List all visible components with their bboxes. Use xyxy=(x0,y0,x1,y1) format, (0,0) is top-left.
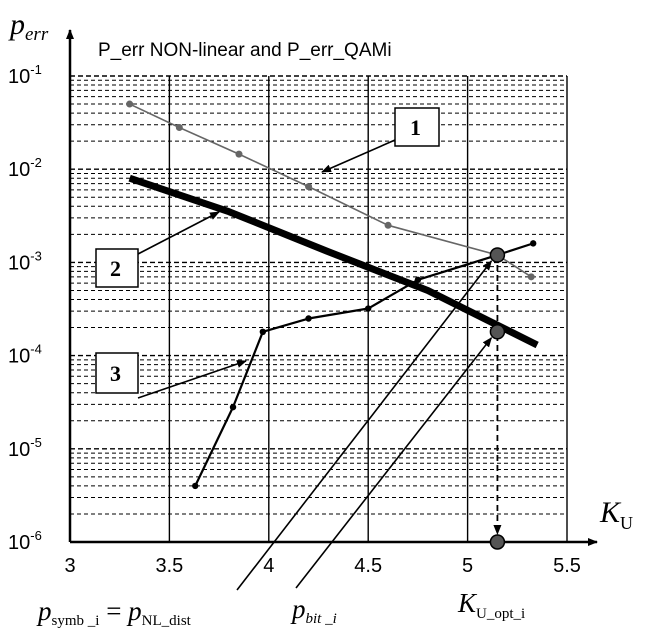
p-nl-sub: NL_dist xyxy=(142,613,192,629)
p-bit-arrow xyxy=(295,337,493,589)
callout-1-arrow xyxy=(321,139,396,173)
highlight-point xyxy=(489,324,506,340)
p-nl-base: p xyxy=(126,596,142,626)
y-axis-label-sub: err xyxy=(25,24,49,45)
chart-title: P_err NON-linear and P_err_QAMi xyxy=(98,40,392,61)
p-symb-sub: symb _i xyxy=(52,613,100,629)
series-3-point xyxy=(414,276,422,284)
k-opt-sub: U_opt_i xyxy=(476,606,525,622)
callout-2-label: 2 xyxy=(110,256,121,281)
axes: 3 3.5 4 4.5 5 5.5 10-1 10-2 10-3 10-4 10-5 10-6 xyxy=(8,29,598,577)
x-axis-label-sub: U xyxy=(620,513,633,533)
y-tick-label: 10-4 xyxy=(8,342,42,368)
x-tick-label: 4 xyxy=(263,555,274,577)
series-1-point xyxy=(175,124,183,132)
callout-2: 2 xyxy=(95,248,139,288)
k-opt-base: K xyxy=(457,588,478,618)
y-axis-label: perr xyxy=(8,8,49,45)
callout-3-label: 3 xyxy=(110,361,121,386)
p-bit-sub: bit _i xyxy=(306,611,337,627)
y-tick-label: 10-2 xyxy=(8,155,42,181)
y-tick-label: 10-5 xyxy=(8,435,42,461)
callout-1: 1 xyxy=(394,107,440,147)
p-symb-label: psymb _i = pNL_dist xyxy=(36,596,192,629)
series-1-point xyxy=(235,150,243,158)
p-bit-label: pbit _i xyxy=(290,594,337,627)
highlight-point xyxy=(489,247,506,263)
series-3-point xyxy=(305,315,312,322)
callout-1-label: 1 xyxy=(410,115,421,140)
x-axis-label-base: K xyxy=(599,496,622,529)
highlight-point xyxy=(489,534,506,550)
series-3-point xyxy=(259,328,267,336)
callout-2-arrow xyxy=(137,211,220,255)
series-1-point xyxy=(126,100,134,108)
series-1-point xyxy=(384,221,392,229)
k-opt-label: KU_opt_i xyxy=(457,588,525,622)
series-3-point xyxy=(365,305,372,312)
y-tick-label: 10-3 xyxy=(8,248,42,274)
grid-lines xyxy=(70,75,568,543)
x-tick-label: 3.5 xyxy=(155,555,183,577)
p-symb-eq: = xyxy=(99,596,128,626)
x-tick-label: 3 xyxy=(64,555,75,577)
series-3-point xyxy=(192,482,199,490)
y-tick-label: 10-1 xyxy=(8,62,42,88)
series-3-point xyxy=(530,240,537,247)
y-tick-label: 10-6 xyxy=(8,528,42,554)
x-tick-label: 4.5 xyxy=(354,555,382,577)
callout-3: 3 xyxy=(95,352,139,394)
series-3-line xyxy=(194,242,534,487)
annotations-layer xyxy=(137,139,506,591)
callout-3-arrow xyxy=(137,360,247,399)
series-1-point xyxy=(305,183,313,191)
x-tick-label: 5 xyxy=(462,555,473,577)
series-layer xyxy=(126,100,539,490)
p-bit-base: p xyxy=(290,594,306,624)
x-axis-label: KU xyxy=(599,496,633,533)
series-3-point xyxy=(229,403,237,411)
y-axis-label-base: p xyxy=(8,8,25,41)
p-symb-base: p xyxy=(36,596,52,626)
p-symb-arrow xyxy=(236,260,493,591)
title-background xyxy=(92,34,566,64)
series-2-line xyxy=(128,174,539,349)
x-tick-label: 5.5 xyxy=(553,555,581,577)
series-1-point xyxy=(527,273,535,281)
